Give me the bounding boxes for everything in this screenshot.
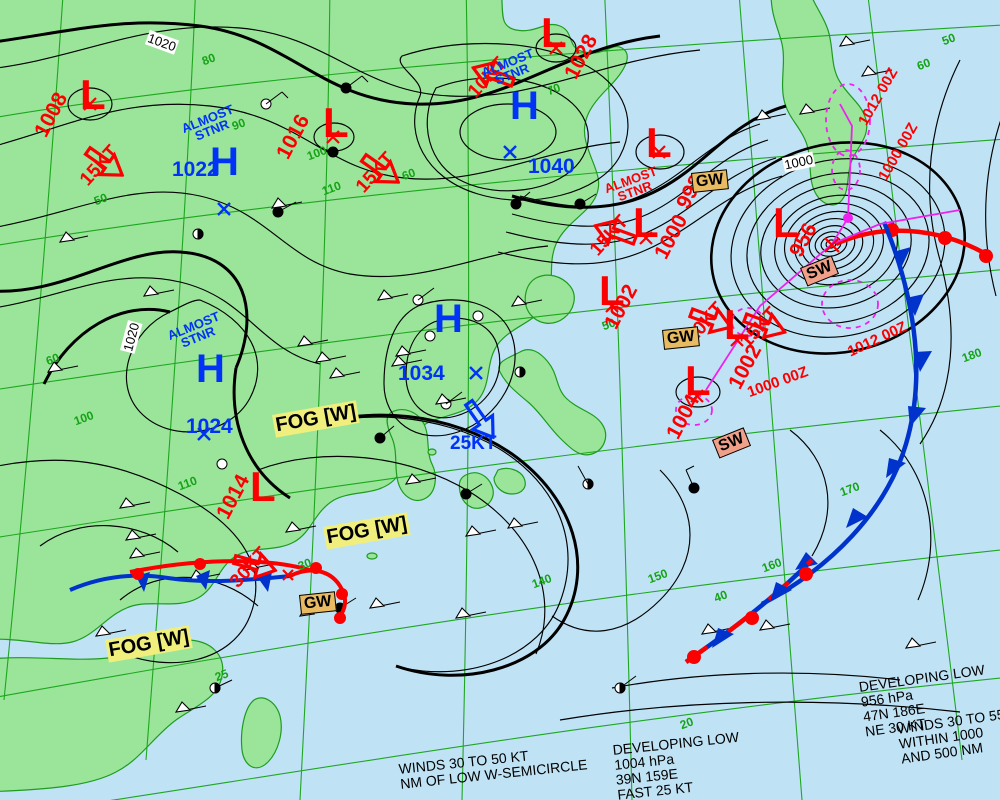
landmass-hokkaido — [524, 274, 575, 324]
iso-1008 — [67, 87, 113, 121]
isobar-bold — [0, 21, 787, 677]
landmass-honshu — [498, 349, 607, 456]
low-center-markers — [83, 41, 840, 581]
forecast-track — [675, 83, 961, 426]
cold-front-956 — [760, 221, 932, 606]
occluded-front-sw — [684, 558, 814, 664]
high-center-markers — [197, 145, 517, 441]
islet-b — [366, 552, 378, 560]
iso-1028 — [535, 33, 577, 63]
iso-998 — [635, 134, 685, 170]
landmass-south-china — [0, 639, 224, 792]
landmass-shikoku — [493, 467, 526, 495]
landmass-kamchatka — [770, 0, 868, 206]
iso-1004 — [675, 376, 721, 408]
iso-1040-core — [459, 103, 557, 161]
isobar-lines — [0, 26, 1000, 721]
front-warm-south-japan — [129, 558, 311, 580]
landmass-taiwan — [240, 697, 282, 769]
islet-a — [427, 448, 437, 456]
